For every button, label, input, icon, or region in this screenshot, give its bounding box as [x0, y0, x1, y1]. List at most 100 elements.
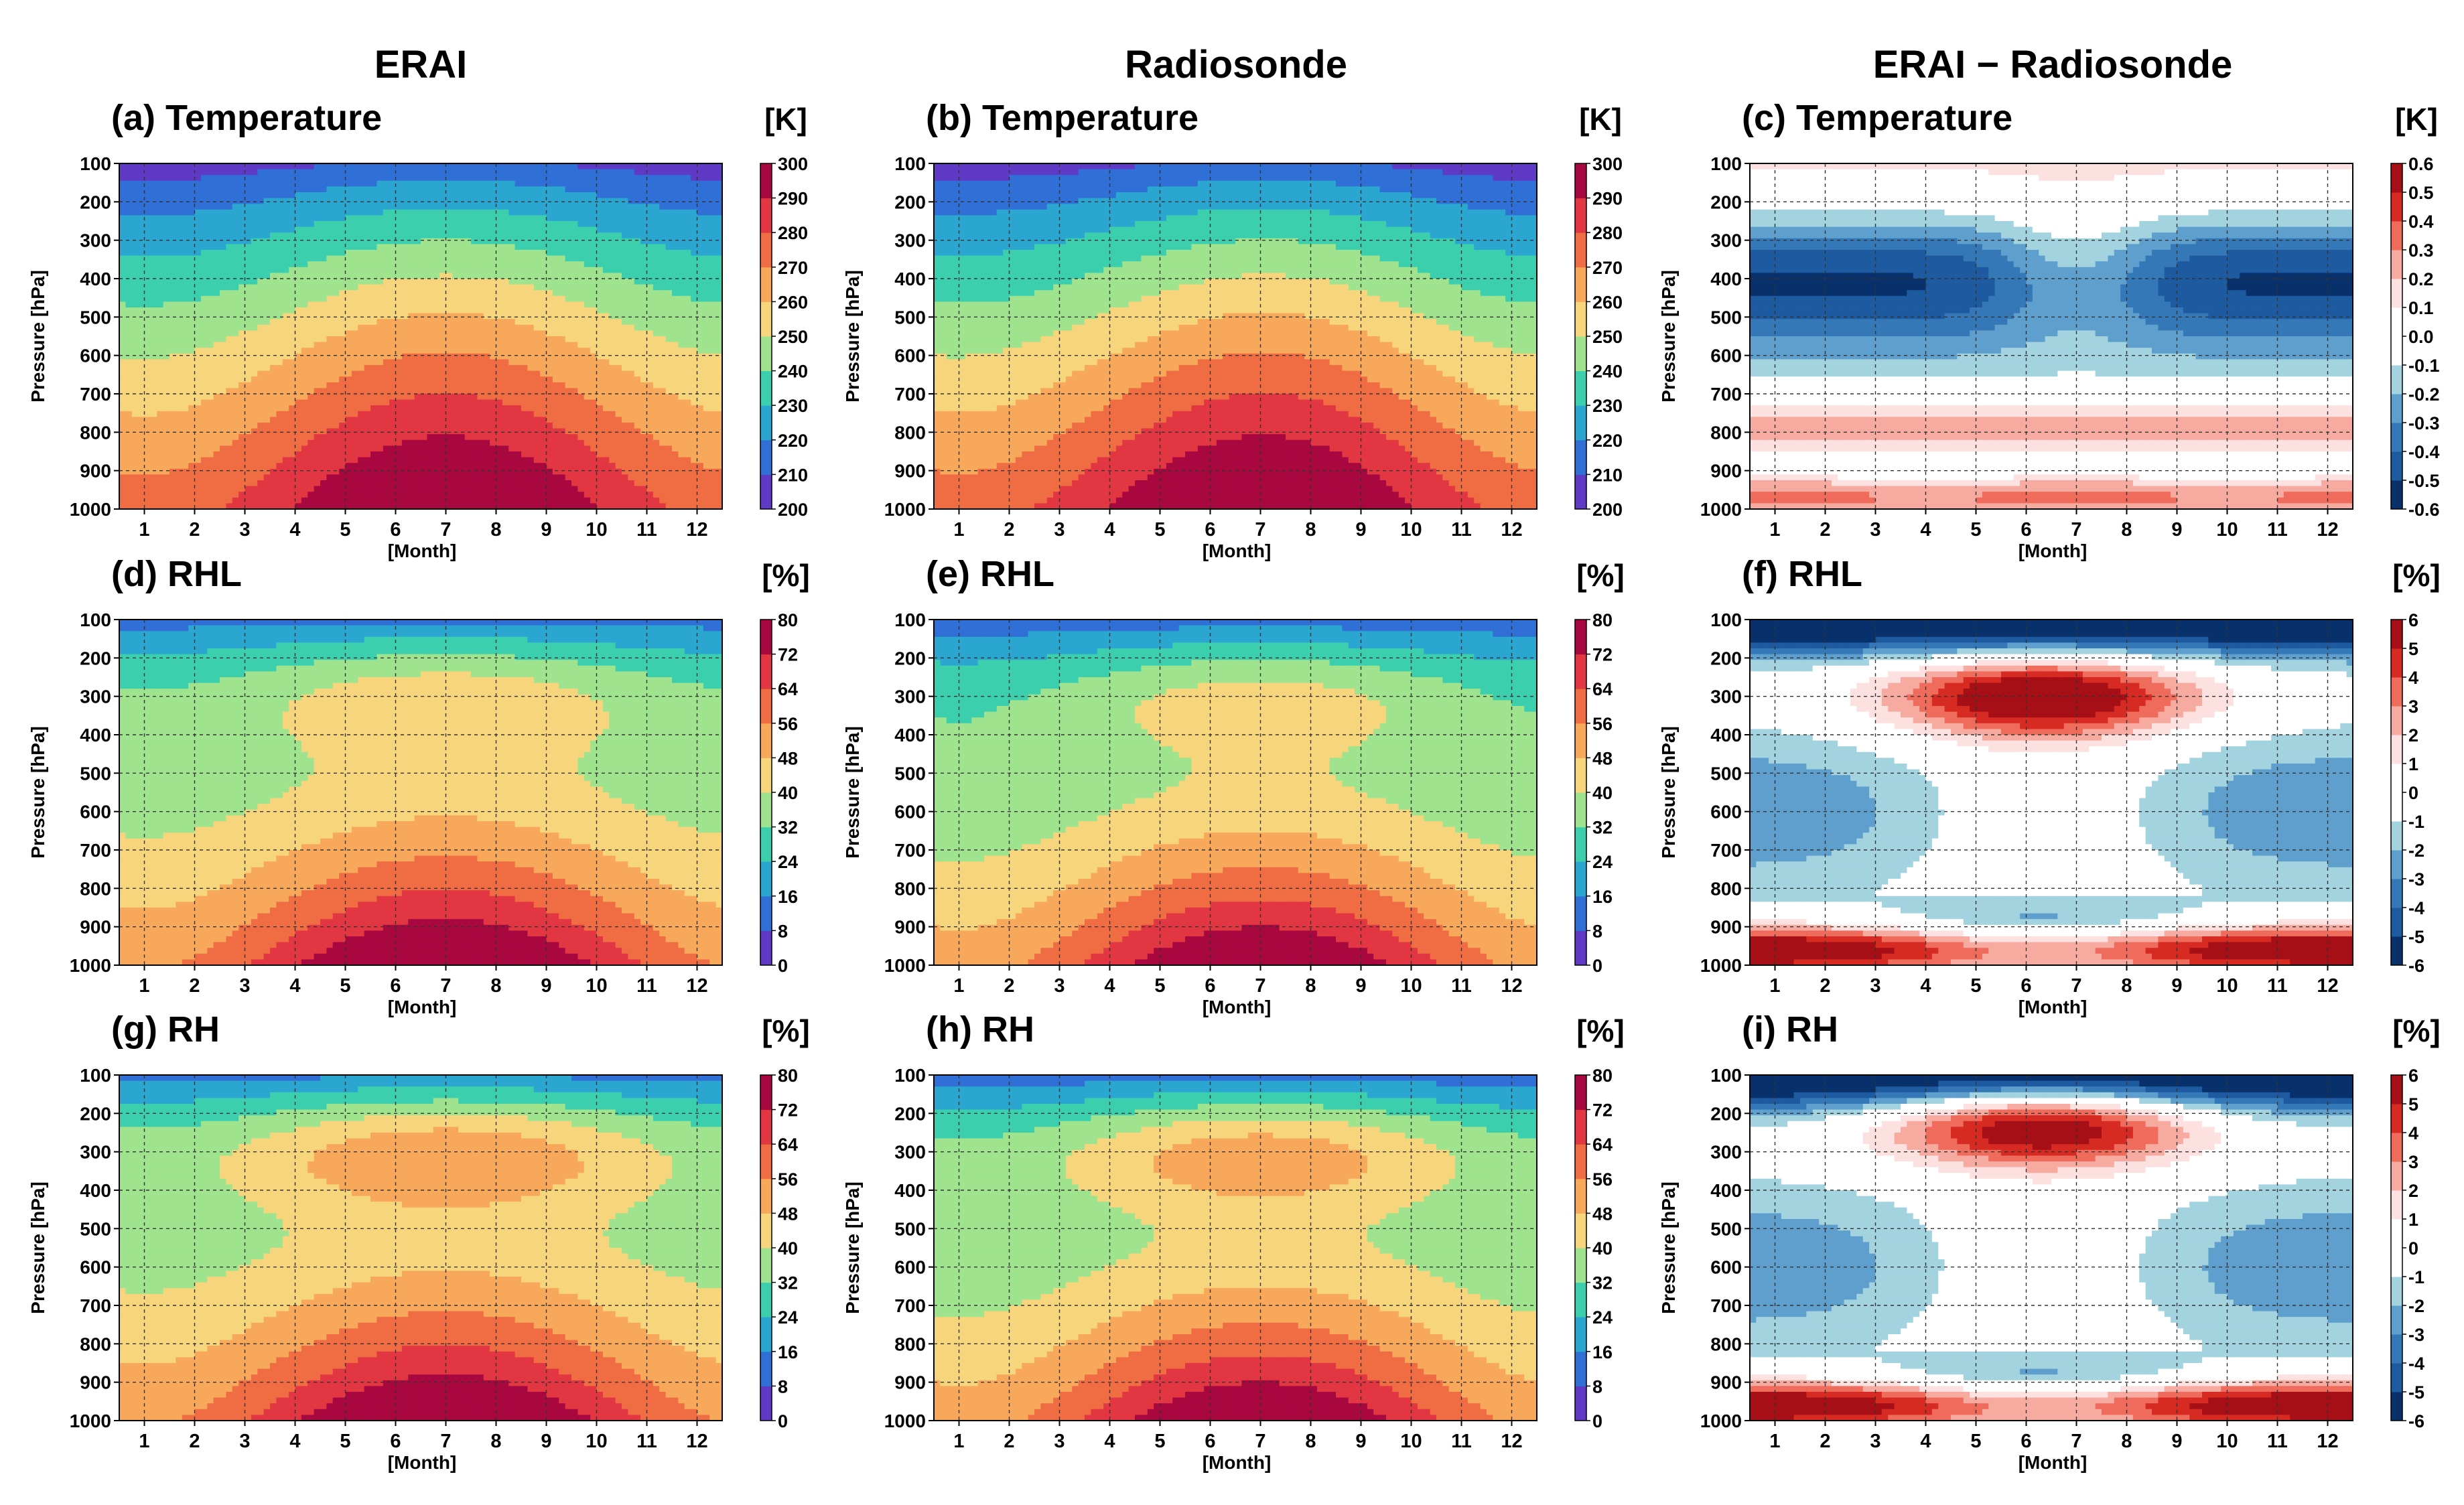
heatmap-cell — [295, 256, 302, 262]
heatmap-cell — [182, 232, 189, 238]
heatmap-cell — [527, 307, 534, 313]
heatmap-cell — [634, 279, 641, 285]
heatmap-cell — [465, 181, 472, 187]
heatmap-cell — [465, 267, 472, 273]
heatmap-cell — [201, 186, 208, 192]
heatmap-cell — [471, 221, 478, 227]
heatmap-cell — [307, 192, 314, 198]
heatmap-cell — [182, 204, 189, 210]
heatmap-cell — [257, 192, 264, 198]
heatmap-cell — [389, 296, 396, 302]
heatmap-cell — [603, 221, 610, 227]
heatmap-cell — [672, 285, 679, 291]
heatmap-cell — [691, 175, 697, 181]
heatmap-cell — [346, 186, 352, 192]
heatmap-cell — [458, 204, 465, 210]
heatmap-cell — [270, 210, 277, 216]
heatmap-cell — [314, 210, 321, 216]
heatmap-cell — [169, 325, 176, 331]
heatmap-cell — [157, 261, 163, 267]
heatmap-cell — [659, 244, 666, 250]
heatmap-cell — [622, 186, 628, 192]
heatmap-cell — [628, 198, 634, 204]
heatmap-cell — [307, 232, 314, 238]
heatmap-cell — [471, 198, 478, 204]
heatmap-cell — [364, 227, 371, 233]
heatmap-cell — [691, 227, 697, 233]
heatmap-cell — [584, 210, 591, 216]
heatmap-cell — [597, 296, 604, 302]
heatmap-cell — [132, 210, 139, 216]
heatmap-cell — [659, 319, 666, 325]
heatmap-cell — [628, 169, 634, 175]
heatmap-cell — [697, 169, 704, 175]
heatmap-cell — [597, 307, 604, 313]
heatmap-cell — [257, 186, 264, 192]
heatmap-cell — [415, 221, 421, 227]
heatmap-cell — [709, 307, 716, 313]
heatmap-cell — [653, 279, 660, 285]
heatmap-cell — [458, 319, 465, 325]
heatmap-cell — [169, 181, 176, 187]
heatmap-cell — [697, 232, 704, 238]
heatmap-cell — [490, 186, 496, 192]
heatmap-cell — [590, 175, 597, 181]
heatmap-cell — [659, 325, 666, 331]
heatmap-cell — [270, 301, 277, 307]
heatmap-cell — [370, 313, 377, 319]
heatmap-cell — [408, 273, 415, 279]
heatmap-cell — [634, 267, 641, 273]
heatmap-cell — [408, 296, 415, 302]
heatmap-cell — [565, 250, 572, 256]
heatmap-cell — [320, 273, 327, 279]
heatmap-cell — [352, 204, 358, 210]
heatmap-cell — [370, 267, 377, 273]
heatmap-cell — [490, 313, 496, 319]
heatmap-cell — [622, 198, 628, 204]
heatmap-cell — [295, 296, 302, 302]
heatmap-cell — [207, 215, 214, 221]
heatmap-cell — [527, 181, 534, 187]
heatmap-cell — [597, 198, 604, 204]
heatmap-cell — [352, 325, 358, 331]
heatmap-cell — [584, 285, 591, 291]
heatmap-cell — [653, 210, 660, 216]
heatmap-cell — [276, 307, 283, 313]
heatmap-cell — [458, 313, 465, 319]
heatmap-cell — [339, 319, 346, 325]
heatmap-cell — [326, 279, 333, 285]
heatmap-cell — [534, 169, 541, 175]
heatmap-cell — [697, 319, 704, 325]
heatmap-cell — [151, 273, 157, 279]
heatmap-cell — [220, 296, 226, 302]
heatmap-cell — [415, 181, 421, 187]
heatmap-cell — [370, 221, 377, 227]
heatmap-cell — [553, 273, 559, 279]
heatmap-cell — [377, 261, 383, 267]
heatmap-cell — [559, 204, 565, 210]
heatmap-cell — [527, 221, 534, 227]
heatmap-cell — [226, 319, 232, 325]
heatmap-cell — [264, 256, 271, 262]
heatmap-cell — [238, 256, 245, 262]
heatmap-cell — [603, 232, 610, 238]
heatmap-cell — [415, 215, 421, 221]
heatmap-cell — [402, 319, 409, 325]
heatmap-cell — [540, 307, 547, 313]
heatmap-cell — [207, 232, 214, 238]
heatmap-cell — [201, 204, 208, 210]
heatmap-cell — [352, 181, 358, 187]
heatmap-cell — [452, 238, 459, 244]
heatmap-cell — [339, 186, 346, 192]
heatmap-cell — [195, 163, 202, 169]
heatmap-cell — [220, 261, 226, 267]
heatmap-cell — [703, 215, 710, 221]
heatmap-cell — [320, 221, 327, 227]
heatmap-cell — [157, 169, 163, 175]
heatmap-cell — [295, 267, 302, 273]
heatmap-cell — [132, 319, 139, 325]
heatmap-cell — [433, 285, 440, 291]
heatmap-cell — [245, 215, 252, 221]
heatmap-cell — [358, 319, 364, 325]
heatmap-cell — [352, 163, 358, 169]
